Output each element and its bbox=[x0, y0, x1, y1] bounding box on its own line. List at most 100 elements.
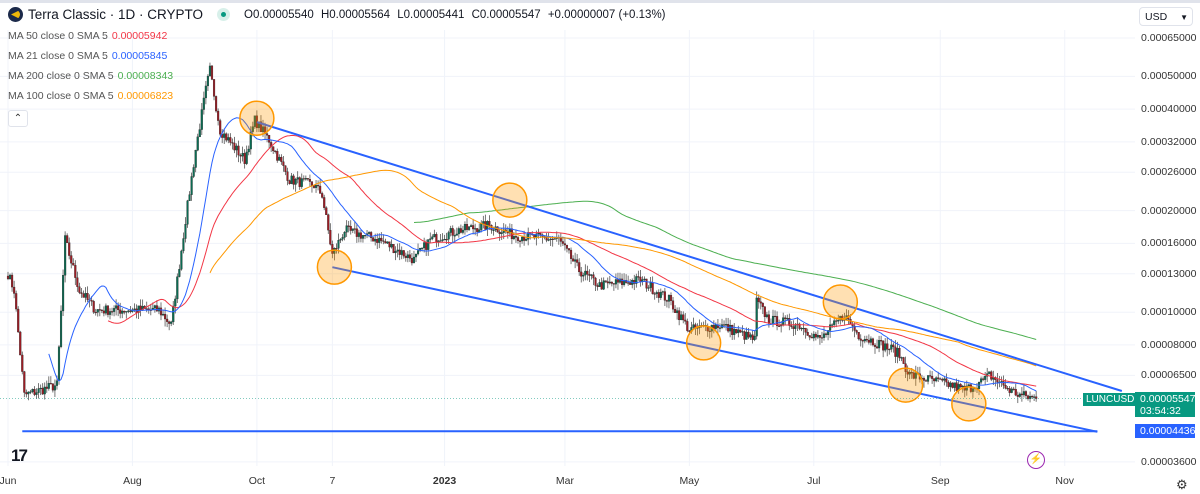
candle-down bbox=[404, 255, 407, 258]
indicator-label: MA 200 close 0 SMA 5 bbox=[8, 70, 114, 82]
candle-down bbox=[880, 340, 883, 342]
candle-up bbox=[988, 371, 991, 374]
candle-down bbox=[814, 333, 817, 338]
indicator-value: 0.00005942 bbox=[111, 30, 168, 42]
candle-up bbox=[57, 346, 61, 381]
candle-down bbox=[559, 237, 562, 242]
time-tick-label: Aug bbox=[123, 475, 142, 487]
indicator-ma100[interactable]: MA 100 close 0 SMA 5 0.00006823 bbox=[8, 90, 173, 102]
candle-up bbox=[649, 282, 652, 288]
candle-down bbox=[778, 325, 781, 327]
candle-down bbox=[678, 310, 681, 321]
candle-up bbox=[416, 250, 420, 255]
settings-gear-icon[interactable]: ⚙ bbox=[1176, 477, 1188, 492]
high-value: H0.00005564 bbox=[320, 8, 391, 21]
candle-up bbox=[39, 387, 42, 390]
candle-down bbox=[873, 344, 877, 347]
candle-down bbox=[268, 135, 271, 143]
candle-down bbox=[1031, 396, 1034, 398]
candle-down bbox=[616, 279, 620, 283]
candle-up bbox=[812, 333, 815, 339]
candle-down bbox=[592, 274, 595, 279]
candle-up bbox=[357, 232, 360, 237]
candle-down bbox=[731, 325, 734, 335]
candle-up bbox=[474, 228, 477, 230]
candle-down bbox=[312, 185, 316, 188]
candle-down bbox=[959, 384, 962, 388]
candle-down bbox=[219, 120, 222, 135]
candle-down bbox=[45, 386, 48, 389]
candle-down bbox=[370, 232, 373, 238]
candle-up bbox=[453, 235, 456, 237]
candle-down bbox=[931, 375, 934, 379]
candle-up bbox=[676, 310, 679, 313]
tradingview-logo[interactable]: 17 bbox=[11, 446, 28, 465]
candle-down bbox=[349, 226, 352, 231]
candle-down bbox=[33, 389, 36, 395]
candle-down bbox=[567, 248, 571, 251]
candle-up bbox=[659, 292, 662, 298]
candle-down bbox=[210, 65, 214, 80]
candle-down bbox=[498, 231, 501, 234]
candle-down bbox=[888, 349, 891, 351]
indicator-ma21[interactable]: MA 21 close 0 SMA 5 0.00005845 bbox=[8, 50, 167, 62]
time-tick-label: Oct bbox=[248, 475, 266, 487]
candle-down bbox=[451, 228, 454, 236]
candle-down bbox=[166, 318, 169, 322]
ohlc-values: O0.00005540 H0.00005564 L0.00005441 C0.0… bbox=[244, 9, 669, 21]
highlight-circle bbox=[685, 325, 722, 361]
candle-up bbox=[967, 384, 970, 387]
candle-down bbox=[102, 310, 105, 314]
candle-down bbox=[686, 321, 689, 331]
market-status-icon[interactable] bbox=[217, 8, 231, 21]
candle-up bbox=[980, 378, 983, 383]
candle-down bbox=[68, 242, 71, 256]
candle-down bbox=[11, 274, 14, 288]
candle-up bbox=[361, 235, 365, 239]
candle-up bbox=[180, 250, 183, 270]
candle-up bbox=[753, 335, 756, 340]
indicator-ma50[interactable]: MA 50 close 0 SMA 5 0.00005942 bbox=[8, 30, 167, 42]
candle-down bbox=[302, 178, 305, 180]
candle-down bbox=[855, 330, 858, 333]
candle-up bbox=[412, 256, 416, 264]
candle-down bbox=[1035, 396, 1038, 399]
candle-down bbox=[94, 311, 97, 314]
indicator-label: MA 50 close 0 SMA 5 bbox=[8, 30, 108, 42]
indicator-ma200[interactable]: MA 200 close 0 SMA 5 0.00008343 bbox=[8, 70, 173, 82]
candle-down bbox=[941, 379, 944, 381]
candle-down bbox=[310, 181, 314, 186]
candle-down bbox=[906, 371, 909, 375]
candle-up bbox=[390, 244, 393, 248]
collapse-indicators-button[interactable]: ⌃ bbox=[8, 110, 28, 127]
candle-up bbox=[449, 228, 452, 233]
candle-down bbox=[276, 151, 279, 161]
candle-down bbox=[588, 274, 591, 276]
last-price-value: 0.00005547 bbox=[1140, 393, 1196, 405]
candle-down bbox=[86, 293, 89, 300]
candle-up bbox=[104, 305, 107, 314]
candle-up bbox=[455, 233, 458, 236]
candle-down bbox=[327, 214, 330, 231]
candle-up bbox=[441, 239, 444, 241]
candle-up bbox=[296, 177, 299, 180]
candle-down bbox=[514, 236, 518, 238]
candle-up bbox=[223, 133, 226, 138]
currency-select[interactable]: USD ▼ bbox=[1139, 7, 1193, 26]
time-tick-label: Jul bbox=[807, 475, 821, 487]
candle-down bbox=[620, 278, 624, 285]
candle-up bbox=[837, 320, 840, 322]
candle-down bbox=[321, 193, 324, 198]
candle-down bbox=[871, 338, 875, 346]
price-tick-label: 0.00040000 bbox=[1141, 103, 1197, 116]
candle-up bbox=[829, 324, 832, 331]
candle-down bbox=[798, 323, 801, 329]
candle-up bbox=[400, 250, 403, 255]
candle-down bbox=[898, 348, 901, 359]
candle-down bbox=[243, 153, 246, 164]
lightning-icon[interactable]: ⚡ bbox=[1027, 451, 1045, 469]
ma-line-21 bbox=[48, 117, 1037, 392]
symbol-title[interactable]: Terra Classic · 1D · CRYPTO bbox=[28, 7, 204, 22]
candle-down bbox=[604, 280, 607, 282]
